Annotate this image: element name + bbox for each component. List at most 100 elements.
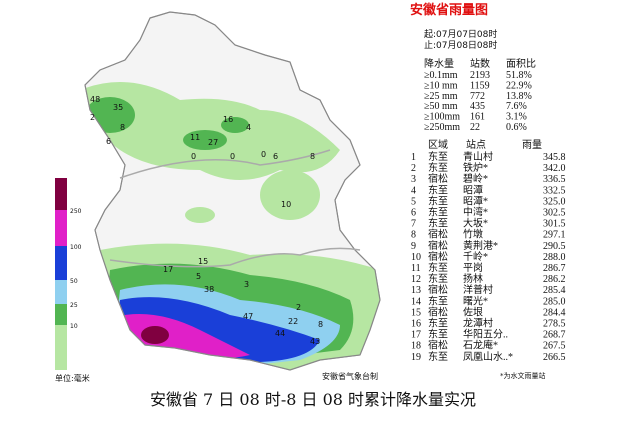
ranking-cell: 洋普村 <box>463 283 493 296</box>
ranking-cell: 东至 <box>428 206 448 219</box>
stats-header: 面积比 <box>506 58 536 70</box>
ranking-cell: 曙光* <box>463 294 488 307</box>
legend-label: 10 <box>70 323 78 330</box>
ranking-cell: 6 <box>411 208 416 219</box>
map-label: 8 <box>120 123 125 132</box>
ranking-cell: 昭潭* <box>463 195 488 207</box>
ranking-cell: 东至 <box>428 350 448 363</box>
map-label: 43 <box>310 337 320 346</box>
ranking-cell: 宿松 <box>428 339 448 352</box>
stats-cell: 3.1% <box>506 112 527 123</box>
ranking-cell: 5 <box>411 196 416 207</box>
ranking-cell: 286.7 <box>543 263 566 274</box>
map-label: 27 <box>208 138 218 147</box>
legend-label: 50 <box>70 278 78 285</box>
map-label: 3 <box>244 280 249 289</box>
ranking-cell: 345.8 <box>543 152 566 163</box>
agency: 安徽省气象台制 <box>322 371 378 381</box>
map-label: 0 <box>261 150 266 159</box>
ranking-cell: 中湾* <box>463 206 488 219</box>
map-label: 2 <box>90 113 95 122</box>
map-title: 安徽省雨量图 <box>410 2 488 18</box>
legend-label: 25 <box>70 302 78 309</box>
stats-cell: ≥50 mm <box>424 101 458 112</box>
period-start: 起:07月07日08时 <box>424 28 497 40</box>
ranking-cell: 2 <box>411 163 416 174</box>
ranking-header: 雨量 <box>522 139 542 151</box>
stats-cell: 0.6% <box>506 122 527 133</box>
ranking-cell: 290.5 <box>543 241 566 252</box>
ranking-cell: 278.5 <box>543 319 566 330</box>
stats-cell: 435 <box>470 101 485 112</box>
stats-cell: ≥10 mm <box>424 80 458 91</box>
stats-cell: 161 <box>470 112 485 123</box>
ranking-cell: 12 <box>411 274 421 285</box>
ranking-cell: 宿松 <box>428 228 448 241</box>
ranking-cell: 华阳五分.. <box>463 328 508 341</box>
ranking-cell: 301.5 <box>543 219 566 230</box>
ranking-cell: 14 <box>411 296 421 307</box>
ranking-cell: 15 <box>411 307 421 318</box>
ranking-cell: 1 <box>411 152 416 163</box>
ranking-cell: 扬林 <box>463 272 483 285</box>
ranking-cell: 千岭* <box>463 250 488 263</box>
legend-bar <box>55 178 67 370</box>
ranking-cell: 297.1 <box>543 230 566 241</box>
stats-cell: 13.8% <box>506 91 532 102</box>
legend-unit: 单位:毫米 <box>55 373 90 383</box>
ranking-cell: 268.7 <box>543 330 566 341</box>
stats-cell: 22.9% <box>506 80 532 91</box>
map-label: 10 <box>281 200 291 209</box>
map-label: 11 <box>190 133 200 142</box>
map-label: 38 <box>204 285 214 294</box>
ranking-cell: 286.2 <box>543 274 566 285</box>
ranking-cell: 青山村 <box>463 150 493 163</box>
ranking-cell: 平岗 <box>463 262 483 274</box>
map-label: 2 <box>296 303 301 312</box>
ranking-cell: 18 <box>411 341 421 352</box>
map-label: 17 <box>163 265 173 274</box>
map-label: 44 <box>275 329 285 338</box>
caption: 安徽省 7 日 08 时-8 日 08 时累计降水量实况 <box>150 390 476 409</box>
ranking-cell: 昭潭 <box>463 184 483 196</box>
map-label: 6 <box>106 137 111 146</box>
ranking-cell: 凤凰山水..* <box>463 351 513 363</box>
ranking-cell: 东至 <box>428 294 448 307</box>
ranking-cell: 13 <box>411 285 421 296</box>
ranking-cell: 东至 <box>428 272 448 285</box>
ranking-cell: 19 <box>411 352 421 363</box>
map-label: 4 <box>246 123 251 132</box>
tables: 降水量 站数 面积比≥0.1mm 2193 51.8%≥10 mm 1159 22.9%≥2… <box>411 57 566 363</box>
ranking-cell: 267.5 <box>543 341 566 352</box>
ranking-cell: 9 <box>411 241 416 252</box>
ranking-cell: 266.5 <box>543 352 566 363</box>
map-label: 15 <box>198 257 208 266</box>
ranking-cell: 东至 <box>428 217 448 230</box>
ranking-cell: 284.4 <box>543 307 566 318</box>
ranking-cell: 东至 <box>428 194 448 207</box>
map-label: 8 <box>318 320 323 329</box>
ranking-cell: 332.5 <box>543 185 566 196</box>
ranking-cell: 7 <box>411 219 416 230</box>
map-label: 22 <box>288 317 298 326</box>
ranking-cell: 16 <box>411 319 421 330</box>
map-label: 8 <box>310 152 315 161</box>
ranking-cell: 17 <box>411 330 421 341</box>
map-label: 48 <box>90 95 100 104</box>
map-label: 0 <box>230 152 235 161</box>
period-end: 止:07月08日08时 <box>424 39 497 51</box>
stats-cell: 772 <box>470 91 485 102</box>
ranking-cell: 竹墩 <box>463 228 483 241</box>
ranking-cell: 302.5 <box>543 208 566 219</box>
ranking-cell: 宿松 <box>428 305 448 318</box>
legend-label: 100 <box>70 244 82 251</box>
ranking-cell: 宿松 <box>428 239 448 252</box>
map-label: 6 <box>273 152 278 161</box>
legend-label: 250 <box>70 208 82 215</box>
ranking-cell: 石龙庵* <box>463 339 498 352</box>
stats-cell: ≥0.1mm <box>424 70 458 81</box>
map-label: 16 <box>223 115 233 124</box>
stats-cell: ≥100mm <box>424 112 460 123</box>
ranking-cell: 10 <box>411 252 421 263</box>
